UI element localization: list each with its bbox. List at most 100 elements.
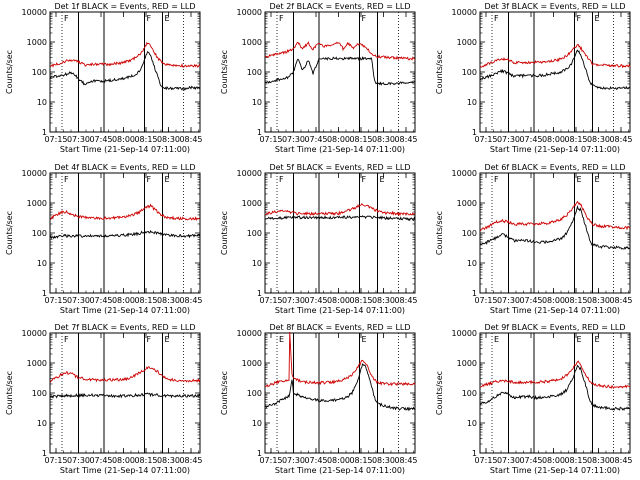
y-tick-label: 1 (257, 289, 262, 298)
plot-frame (49, 172, 201, 294)
x-tick-label: 08:15 (349, 456, 372, 465)
x-axis-label: Start Time (21-Sep-14 07:11:00) (490, 466, 620, 475)
flag-marker: F (362, 175, 367, 184)
x-tick-label: 07:15 (259, 135, 282, 144)
chart-panel-5: Det 5f BLACK = Events, RED = LLD 1 10 100 10… (220, 163, 418, 315)
flag-marker: E (595, 335, 600, 344)
plot-frame (479, 332, 631, 454)
flag-marker: F (147, 14, 152, 23)
x-tick-label: 07:45 (89, 456, 112, 465)
y-tick-label: 1 (42, 449, 47, 458)
chart-panel-1: Det 1f BLACK = Events, RED = LLD 1 10 100 10… (5, 2, 203, 154)
x-tick-label: 08:00 (112, 456, 135, 465)
flag-marker: E (165, 14, 170, 23)
flag-marker: E (595, 14, 600, 23)
plot-frame (49, 11, 201, 133)
y-axis-label: Counts/sec (435, 371, 444, 415)
y-tick-label: 1 (472, 289, 477, 298)
x-tick-label: 08:00 (542, 296, 565, 305)
series-line-red (264, 41, 416, 61)
x-tick-label: 07:15 (259, 456, 282, 465)
y-tick-label: 1000 (27, 199, 47, 208)
x-tick-label: 08:30 (157, 296, 180, 305)
x-axis-label: Start Time (21-Sep-14 07:11:00) (490, 145, 620, 154)
y-tick-label: 10000 (237, 8, 262, 17)
series-line-black (479, 205, 631, 250)
x-tick-label: 08:45 (179, 135, 202, 144)
series-line-red (49, 41, 201, 69)
y-tick-label: 10 (37, 259, 47, 268)
y-tick-label: 10 (252, 259, 262, 268)
plot-frame (264, 11, 416, 133)
chart-title: Det 5f BLACK = Events, RED = LLD (269, 163, 410, 172)
flag-marker: E (380, 175, 385, 184)
x-tick-label: 07:45 (304, 135, 327, 144)
x-tick-label: 07:15 (474, 456, 497, 465)
chart-panel-3: Det 3f BLACK = Events, RED = LLD 1 10 100 10… (435, 2, 633, 154)
series-line-black (49, 229, 201, 240)
series-line-black (479, 364, 631, 411)
chart-panel-4: Det 4f BLACK = Events, RED = LLD 1 10 100 10… (5, 163, 203, 315)
chart-title: Det 7f BLACK = Events, RED = LLD (54, 323, 195, 332)
x-tick-label: 08:15 (564, 296, 587, 305)
y-tick-label: 100 (32, 229, 47, 238)
y-axis-label: Counts/sec (5, 211, 14, 255)
y-tick-label: 10 (467, 259, 477, 268)
x-tick-label: 08:15 (564, 135, 587, 144)
x-tick-label: 08:00 (542, 135, 565, 144)
x-tick-label: 08:15 (564, 456, 587, 465)
chart-title: Det 4f BLACK = Events, RED = LLD (54, 163, 195, 172)
flag-marker: E (165, 335, 170, 344)
y-tick-label: 1000 (457, 38, 477, 47)
x-tick-label: 08:15 (134, 296, 157, 305)
y-tick-label: 100 (247, 389, 262, 398)
plot-frame (264, 172, 416, 294)
flag-marker: E (577, 335, 582, 344)
x-tick-label: 07:15 (474, 135, 497, 144)
flag-marker: F (64, 14, 69, 23)
x-tick-label: 07:30 (67, 296, 90, 305)
series-line-black (49, 51, 201, 91)
x-axis-label: Start Time (21-Sep-14 07:11:00) (60, 306, 190, 315)
series-line-black (264, 215, 416, 222)
x-tick-label: 07:45 (304, 456, 327, 465)
x-axis-label: Start Time (21-Sep-14 07:11:00) (275, 145, 405, 154)
flag-marker: F (577, 14, 582, 23)
y-tick-label: 1 (257, 449, 262, 458)
x-axis-label: Start Time (21-Sep-14 07:11:00) (490, 306, 620, 315)
x-tick-label: 08:45 (609, 135, 632, 144)
flag-marker: E (279, 335, 284, 344)
flag-marker: E (595, 175, 600, 184)
y-tick-label: 1000 (27, 359, 47, 368)
y-tick-label: 100 (247, 68, 262, 77)
plot-frame (479, 172, 631, 294)
x-tick-label: 08:30 (372, 456, 395, 465)
x-axis-label: Start Time (21-Sep-14 07:11:00) (60, 466, 190, 475)
flag-marker: F (147, 175, 152, 184)
y-tick-label: 1000 (242, 38, 262, 47)
flag-marker: E (362, 335, 367, 344)
x-tick-label: 08:30 (587, 296, 610, 305)
chart-title: Det 2f BLACK = Events, RED = LLD (269, 2, 410, 11)
x-tick-label: 07:45 (89, 135, 112, 144)
x-tick-label: 08:30 (372, 135, 395, 144)
x-tick-label: 07:30 (282, 296, 305, 305)
y-tick-label: 100 (462, 68, 477, 77)
x-tick-label: 08:15 (134, 456, 157, 465)
y-tick-label: 1 (472, 128, 477, 137)
x-tick-label: 08:30 (587, 135, 610, 144)
flag-marker: E (494, 335, 499, 344)
y-tick-label: 10 (252, 98, 262, 107)
x-tick-label: 08:45 (609, 296, 632, 305)
x-tick-label: 08:15 (349, 135, 372, 144)
y-tick-label: 1000 (242, 199, 262, 208)
x-tick-label: 07:45 (519, 135, 542, 144)
y-axis-label: Counts/sec (5, 371, 14, 415)
series-line-red (479, 360, 631, 390)
x-tick-label: 08:45 (179, 296, 202, 305)
x-tick-label: 07:15 (44, 135, 67, 144)
y-tick-label: 100 (462, 389, 477, 398)
x-tick-label: 07:45 (89, 296, 112, 305)
series-line-black (264, 56, 416, 86)
y-tick-label: 10 (467, 98, 477, 107)
